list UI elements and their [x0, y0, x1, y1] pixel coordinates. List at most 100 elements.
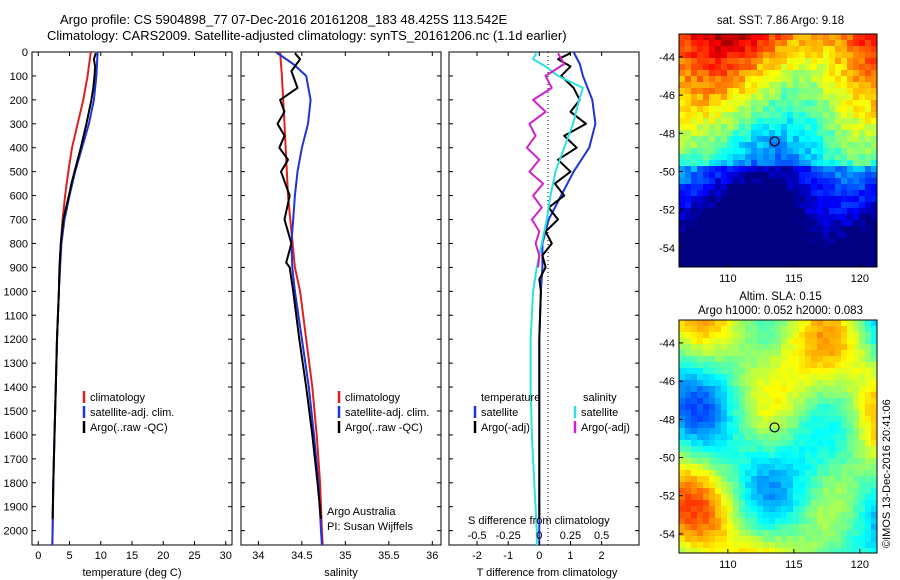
- map-cell: [733, 118, 739, 124]
- map-cell: [709, 506, 715, 512]
- map-cell: [691, 202, 697, 208]
- map-cell: [721, 250, 727, 256]
- map-cell: [775, 214, 781, 220]
- map-cell: [763, 530, 769, 536]
- map-cell: [871, 386, 877, 392]
- map-cell: [817, 262, 823, 267]
- map-cell: [835, 154, 841, 160]
- map-cell: [823, 172, 829, 178]
- map-cell: [745, 422, 751, 428]
- map-cell: [715, 40, 721, 46]
- map-cell: [727, 100, 733, 106]
- map-cell: [805, 344, 811, 350]
- map-cell: [793, 154, 799, 160]
- depth-tick-label: 800: [10, 238, 28, 250]
- map-cell: [829, 398, 835, 404]
- map-cell: [763, 482, 769, 488]
- map-cell: [829, 356, 835, 362]
- map-cell: [709, 374, 715, 380]
- map-cell: [733, 82, 739, 88]
- map-cell: [745, 202, 751, 208]
- map-cell: [793, 350, 799, 356]
- map-cell: [703, 160, 709, 166]
- map-cell: [685, 458, 691, 464]
- map-cell: [703, 488, 709, 494]
- map-cell: [679, 220, 685, 226]
- map-cell: [859, 112, 865, 118]
- map-cell: [691, 332, 697, 338]
- map-cell: [739, 130, 745, 136]
- map-cell: [697, 136, 703, 142]
- map-cell: [685, 494, 691, 500]
- map-cell: [823, 350, 829, 356]
- map-cell: [721, 160, 727, 166]
- map-cell: [739, 202, 745, 208]
- map-cell: [721, 434, 727, 440]
- map-cell: [757, 464, 763, 470]
- map-cell: [769, 40, 775, 46]
- map-cell: [853, 124, 859, 130]
- map-cell: [739, 500, 745, 506]
- map-cell: [811, 536, 817, 542]
- map-cell: [853, 506, 859, 512]
- map-cell: [769, 52, 775, 58]
- map-cell: [841, 58, 847, 64]
- map-cell: [787, 88, 793, 94]
- map-cell: [685, 320, 691, 326]
- map-cell: [817, 548, 823, 553]
- map-cell: [871, 46, 877, 52]
- map-cell: [871, 124, 877, 130]
- map-cell: [847, 172, 853, 178]
- depth-tick-label: 1300: [4, 358, 28, 370]
- map-cell: [751, 118, 757, 124]
- map-cell: [715, 208, 721, 214]
- map-cell: [685, 154, 691, 160]
- map-cell: [739, 422, 745, 428]
- map-cell: [733, 494, 739, 500]
- map-cell: [727, 106, 733, 112]
- map-cell: [697, 518, 703, 524]
- map-cell: [727, 464, 733, 470]
- map-cell: [679, 160, 685, 166]
- map-cell: [841, 362, 847, 368]
- map-cell: [865, 356, 871, 362]
- map-cell: [859, 398, 865, 404]
- map-cell: [733, 52, 739, 58]
- map-cell: [799, 506, 805, 512]
- map-cell: [781, 106, 787, 112]
- map-cell: [841, 46, 847, 52]
- map-cell: [721, 94, 727, 100]
- map-cell: [721, 428, 727, 434]
- map-cell: [823, 344, 829, 350]
- map-cell: [775, 392, 781, 398]
- map-cell: [823, 386, 829, 392]
- map-cell: [853, 262, 859, 267]
- map-cell: [865, 440, 871, 446]
- map-cell: [739, 190, 745, 196]
- map-cell: [679, 452, 685, 458]
- map-cell: [775, 446, 781, 452]
- map-cell: [757, 112, 763, 118]
- map-cell: [745, 130, 751, 136]
- map-cell: [853, 542, 859, 548]
- map-cell: [781, 428, 787, 434]
- map-cell: [679, 440, 685, 446]
- map-cell: [835, 70, 841, 76]
- map-cell: [757, 82, 763, 88]
- map-cell: [811, 112, 817, 118]
- map-cell: [859, 344, 865, 350]
- map-cell: [733, 464, 739, 470]
- map-cell: [829, 172, 835, 178]
- map-cell: [793, 464, 799, 470]
- map-cell: [703, 100, 709, 106]
- map-cell: [853, 196, 859, 202]
- map-cell: [745, 392, 751, 398]
- map-cell: [751, 404, 757, 410]
- map-cell: [685, 518, 691, 524]
- map-cell: [727, 350, 733, 356]
- map-cell: [793, 410, 799, 416]
- map-cell: [691, 82, 697, 88]
- map-cell: [697, 244, 703, 250]
- map-cell: [721, 142, 727, 148]
- map-cell: [775, 250, 781, 256]
